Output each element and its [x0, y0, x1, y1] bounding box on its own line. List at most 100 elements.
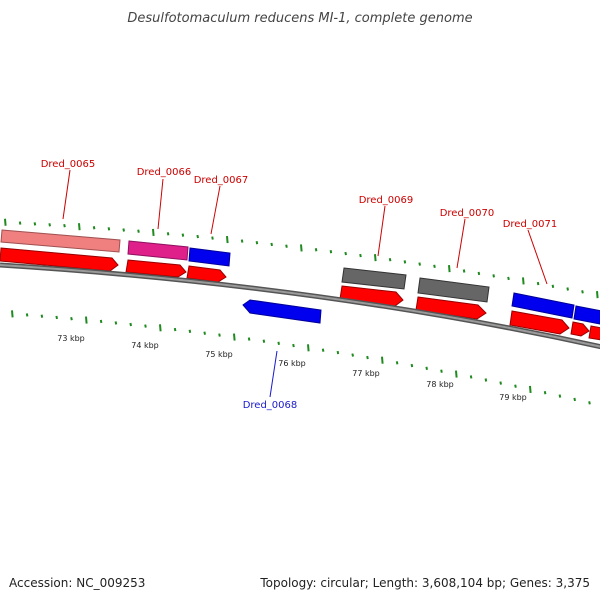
major-tick: [4, 218, 7, 226]
cds-dred-0067[interactable]: [186, 265, 227, 283]
gene-dred-0067-feature[interactable]: [188, 247, 231, 267]
minor-tick: [25, 313, 29, 317]
minor-tick: [270, 242, 273, 247]
cds-next-1[interactable]: [570, 321, 590, 337]
minor-tick: [433, 264, 436, 269]
minor-tick: [48, 223, 51, 227]
leader-line-dred-0068: [269, 350, 278, 398]
minor-tick: [462, 269, 466, 273]
leader-line-dred-0070: [456, 218, 466, 269]
minor-tick: [321, 348, 325, 352]
minor-tick: [188, 329, 192, 334]
cds-next-2[interactable]: [588, 325, 600, 341]
minor-tick: [247, 337, 251, 341]
major-tick: [381, 356, 384, 364]
minor-tick: [122, 228, 125, 232]
minor-tick: [388, 258, 392, 262]
cds-dred-0071[interactable]: [509, 310, 570, 335]
minor-tick: [99, 319, 103, 324]
genome-backbone-highlight: [0, 264, 600, 348]
minor-tick: [573, 397, 576, 402]
minor-tick: [314, 248, 318, 252]
minor-tick: [40, 314, 44, 318]
gene-label-dred-0071[interactable]: Dred_0071: [503, 219, 558, 230]
major-tick: [152, 228, 155, 237]
major-tick: [374, 254, 377, 262]
major-tick: [455, 370, 458, 378]
leader-line-dred-0069: [377, 205, 386, 257]
minor-tick: [507, 276, 510, 281]
gene-next-feature[interactable]: [573, 305, 600, 325]
minor-tick: [410, 363, 414, 368]
major-tick: [448, 265, 451, 273]
cds-dred-0070[interactable]: [415, 296, 487, 320]
minor-tick: [277, 341, 280, 346]
inner-tick-row: [11, 310, 591, 405]
minor-tick: [218, 333, 221, 337]
gene-dred-0065-feature[interactable]: [0, 229, 121, 253]
minor-tick: [477, 271, 481, 276]
genome-summary-text: Topology: circular; Length: 3,608,104 bp…: [260, 576, 590, 590]
minor-tick: [196, 234, 199, 239]
minor-tick: [344, 251, 347, 256]
major-tick: [307, 344, 310, 352]
minor-tick: [543, 390, 547, 395]
minor-tick: [395, 361, 399, 365]
minor-tick: [70, 316, 73, 321]
outer-tick-row: [4, 218, 599, 299]
minor-tick: [484, 378, 488, 382]
minor-tick: [329, 249, 333, 254]
gene-label-dred-0066[interactable]: Dred_0066: [137, 167, 192, 178]
map-title: Desulfotomaculum reducens MI-1, complete…: [127, 11, 472, 26]
kbp-label: 76 kbp: [278, 359, 306, 368]
kbp-label: 78 kbp: [426, 380, 454, 389]
minor-tick: [55, 315, 58, 320]
kbp-label: 79 kbp: [499, 393, 527, 402]
minor-tick: [425, 366, 428, 370]
gene-dred-0070-feature[interactable]: [417, 277, 490, 303]
minor-tick: [129, 322, 132, 327]
major-tick: [78, 223, 81, 231]
minor-tick: [107, 227, 111, 231]
kbp-label: 74 kbp: [131, 341, 159, 350]
minor-tick: [18, 221, 22, 225]
gene-dred-0069-feature[interactable]: [341, 267, 407, 290]
minor-tick: [351, 353, 354, 357]
kbp-label: 73 kbp: [57, 334, 85, 343]
minor-tick: [492, 274, 495, 278]
gene-label-dred-0070[interactable]: Dred_0070: [440, 208, 495, 219]
minor-tick: [366, 355, 369, 360]
minor-tick: [181, 233, 185, 237]
major-tick: [522, 277, 525, 285]
minor-tick: [166, 232, 170, 236]
gene-labels: Dred_0065 Dred_0066 Dred_0067 Dred_0069 …: [41, 159, 558, 411]
major-tick: [85, 316, 88, 324]
minor-tick: [173, 327, 177, 332]
leader-line-dred-0067: [210, 185, 221, 235]
minor-tick: [92, 226, 96, 230]
gene-dred-0068-feature[interactable]: [242, 299, 322, 324]
gene-label-dred-0067[interactable]: Dred_0067: [194, 175, 249, 186]
minor-tick: [240, 239, 244, 243]
major-tick: [226, 235, 229, 244]
minor-tick: [581, 290, 584, 294]
gene-track[interactable]: [0, 229, 600, 325]
major-tick: [11, 310, 14, 318]
minor-tick: [558, 394, 562, 398]
gene-label-dred-0069[interactable]: Dred_0069: [359, 195, 414, 206]
minor-tick: [144, 324, 147, 328]
cds-dred-0065[interactable]: [0, 247, 119, 272]
minor-tick: [514, 384, 517, 388]
gene-label-dred-0068[interactable]: Dred_0068: [243, 400, 298, 411]
minor-tick: [440, 369, 443, 373]
gene-label-dred-0065[interactable]: Dred_0065: [41, 159, 96, 170]
minor-tick: [359, 253, 362, 258]
gene-dred-0066-feature[interactable]: [127, 240, 189, 261]
minor-tick: [551, 284, 555, 288]
minor-tick: [137, 229, 140, 233]
minor-tick: [469, 375, 473, 379]
cds-track[interactable]: [0, 247, 600, 341]
gene-dred-0071-feature[interactable]: [511, 292, 575, 319]
cds-dred-0066[interactable]: [125, 259, 187, 278]
